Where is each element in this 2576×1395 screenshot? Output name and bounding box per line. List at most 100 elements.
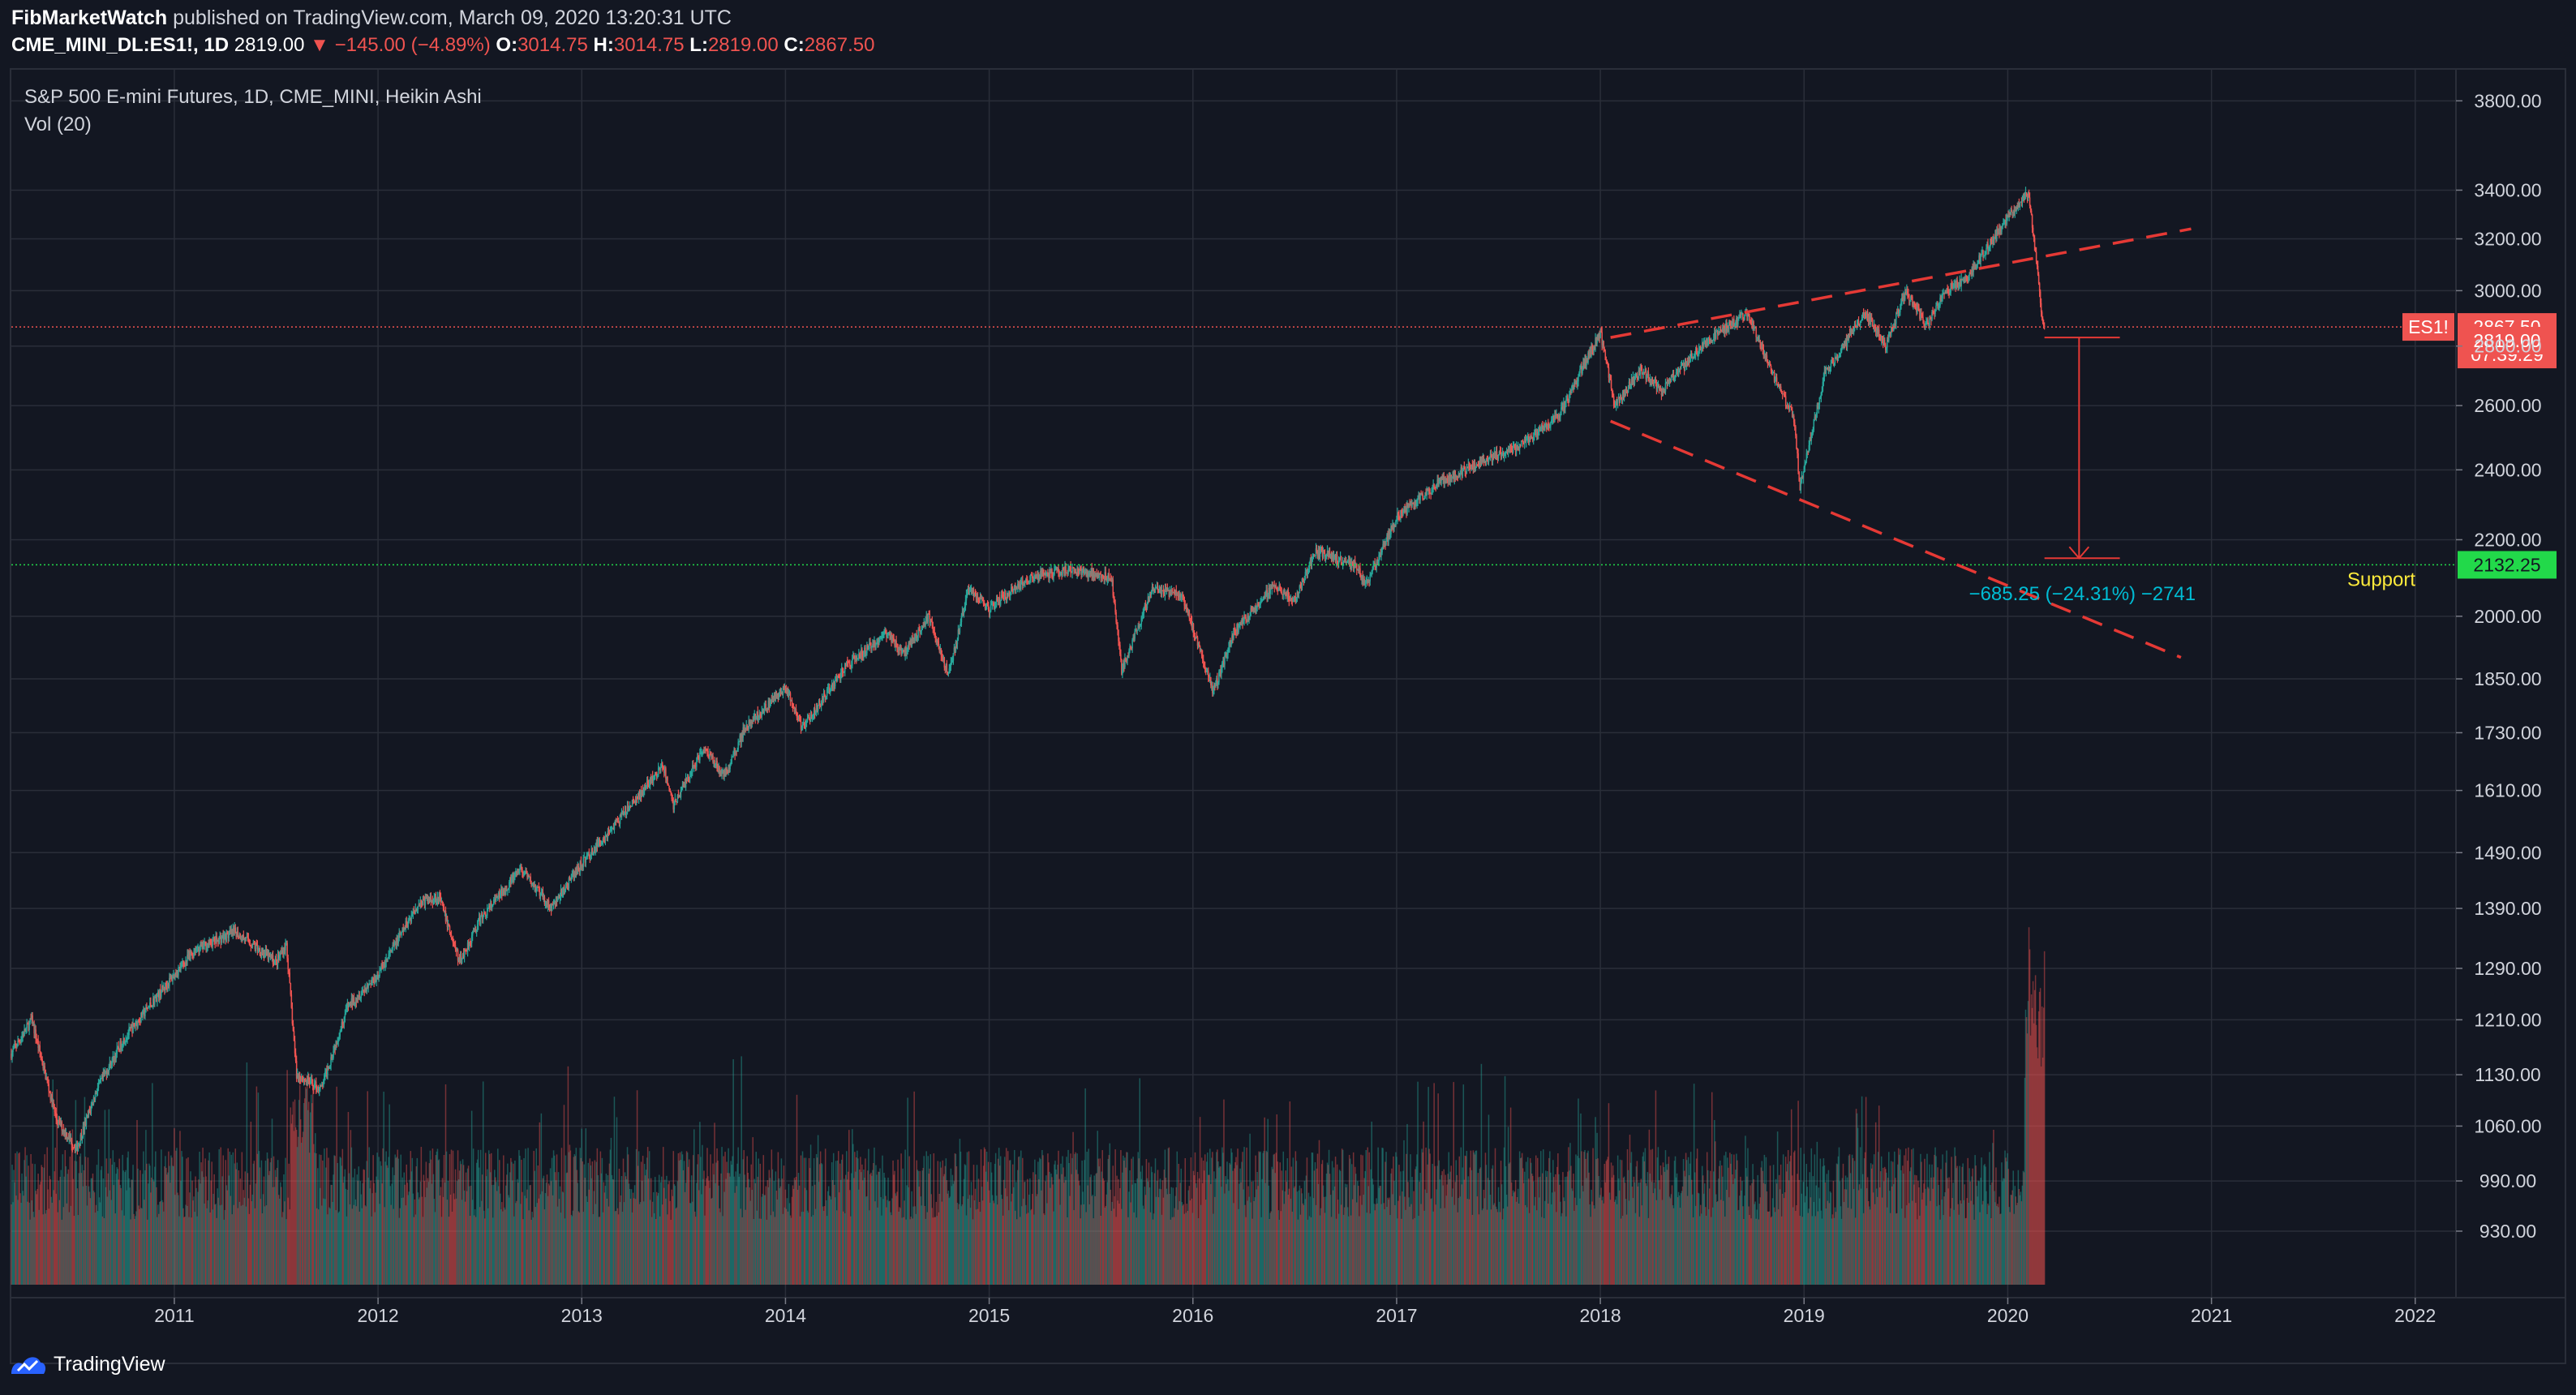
volume-bar: [1582, 1191, 1584, 1285]
volume-bar: [2013, 1213, 2015, 1285]
volume-bar: [1475, 1150, 1478, 1285]
author-name[interactable]: FibMarketWatch: [11, 6, 168, 29]
volume-bar: [878, 1171, 879, 1285]
candle-body: [551, 904, 553, 912]
volume-bar: [406, 1183, 409, 1285]
volume-bar: [1498, 1201, 1501, 1285]
volume-bar: [785, 1208, 788, 1285]
candle-body: [781, 691, 784, 696]
volume-bar: [1592, 1148, 1594, 1285]
volume-bar: [1114, 1149, 1116, 1285]
candle-body: [270, 955, 273, 959]
volume-bar: [1612, 1174, 1615, 1285]
candle-body: [523, 873, 525, 876]
candle-body: [616, 818, 619, 821]
volume-bar: [1716, 1202, 1718, 1285]
volume-bar: [676, 1181, 679, 1285]
volume-bar: [1492, 1204, 1495, 1285]
candle-body: [415, 908, 418, 911]
candle-body: [524, 873, 526, 875]
volume-bar: [1513, 1191, 1516, 1285]
volume-bar: [1087, 1185, 1088, 1285]
volume-bar: [198, 1179, 200, 1285]
volume-bar: [1325, 1174, 1328, 1285]
candle-body: [688, 776, 690, 779]
volume-bar: [938, 1212, 940, 1285]
volume-bar: [328, 1207, 330, 1285]
volume-bar: [670, 1219, 672, 1285]
volume-bar: [1542, 1173, 1543, 1285]
candle-body: [629, 805, 631, 809]
candle-body: [319, 1089, 320, 1091]
volume-bar: [439, 1195, 441, 1285]
candle-body: [964, 600, 967, 607]
volume-bar: [384, 1161, 386, 1285]
candle-body: [802, 723, 805, 725]
candle-body: [955, 641, 958, 645]
volume-bar: [1794, 1150, 1796, 1285]
candle-body: [329, 1065, 331, 1067]
candle-body: [59, 1119, 62, 1126]
volume-bar: [1959, 1165, 1960, 1285]
candle-body: [71, 1138, 73, 1145]
volume-bar: [1789, 1155, 1792, 1285]
volume-bar: [357, 1180, 359, 1285]
candle-body: [582, 865, 584, 868]
candle-body: [220, 936, 221, 943]
candle-body: [423, 899, 426, 905]
volume-bar: [121, 1210, 122, 1285]
candle-body: [516, 870, 517, 874]
candle-body: [745, 725, 747, 731]
volume-bar: [125, 1170, 127, 1285]
symbol-interval[interactable]: CME_MINI_DL:ES1!, 1D: [11, 34, 230, 56]
volume-bar: [835, 1210, 838, 1285]
candle-body: [205, 942, 207, 950]
volume-bar: [417, 1192, 419, 1285]
volume-bar: [605, 1174, 608, 1285]
candle-body: [232, 928, 234, 934]
candle-body: [283, 948, 285, 955]
volume-bar: [1021, 1206, 1023, 1285]
volume-bar: [650, 1217, 653, 1285]
volume-bar: [1080, 1204, 1082, 1285]
volume-bar: [1292, 1157, 1294, 1285]
candle-body: [31, 1015, 32, 1020]
candle-body: [705, 749, 706, 751]
volume-bar: [1359, 1195, 1361, 1285]
volume-bar: [1108, 1155, 1110, 1285]
volume-bar: [177, 1192, 178, 1285]
volume-bar: [1766, 1191, 1768, 1285]
volume-bar: [224, 1209, 225, 1285]
candle-body: [32, 1024, 34, 1026]
volume-bar: [812, 1215, 814, 1285]
candle-body: [897, 647, 899, 650]
candle-body: [998, 597, 1000, 602]
candle-body: [113, 1056, 115, 1062]
volume-bar: [1768, 1211, 1771, 1285]
candle-body: [1000, 594, 1002, 600]
volume-bar: [1604, 1182, 1607, 1285]
candle-body: [603, 839, 606, 841]
volume-bar: [535, 1207, 536, 1285]
volume-bar: [1367, 1147, 1368, 1285]
volume-bar: [435, 1155, 437, 1285]
candle-body: [28, 1024, 29, 1031]
volume-bar: [1399, 1195, 1401, 1285]
volume-bar: [28, 1165, 29, 1285]
volume-bar: [1277, 1210, 1280, 1285]
volume-bar: [1913, 1148, 1914, 1285]
volume-bar: [1260, 1151, 1261, 1285]
volume-bar: [1207, 1152, 1209, 1285]
volume-bar: [1664, 1150, 1667, 1285]
volume-bar: [962, 1196, 964, 1285]
volume-bar: [916, 1160, 917, 1285]
volume-bar: [79, 1156, 81, 1285]
volume-bar: [703, 1170, 705, 1285]
volume-bar: [1551, 1204, 1552, 1285]
candle-body: [532, 882, 534, 885]
volume-bar: [1293, 1187, 1295, 1285]
candle-body: [479, 916, 482, 925]
candle-body: [258, 948, 260, 951]
candle-body: [157, 991, 159, 995]
